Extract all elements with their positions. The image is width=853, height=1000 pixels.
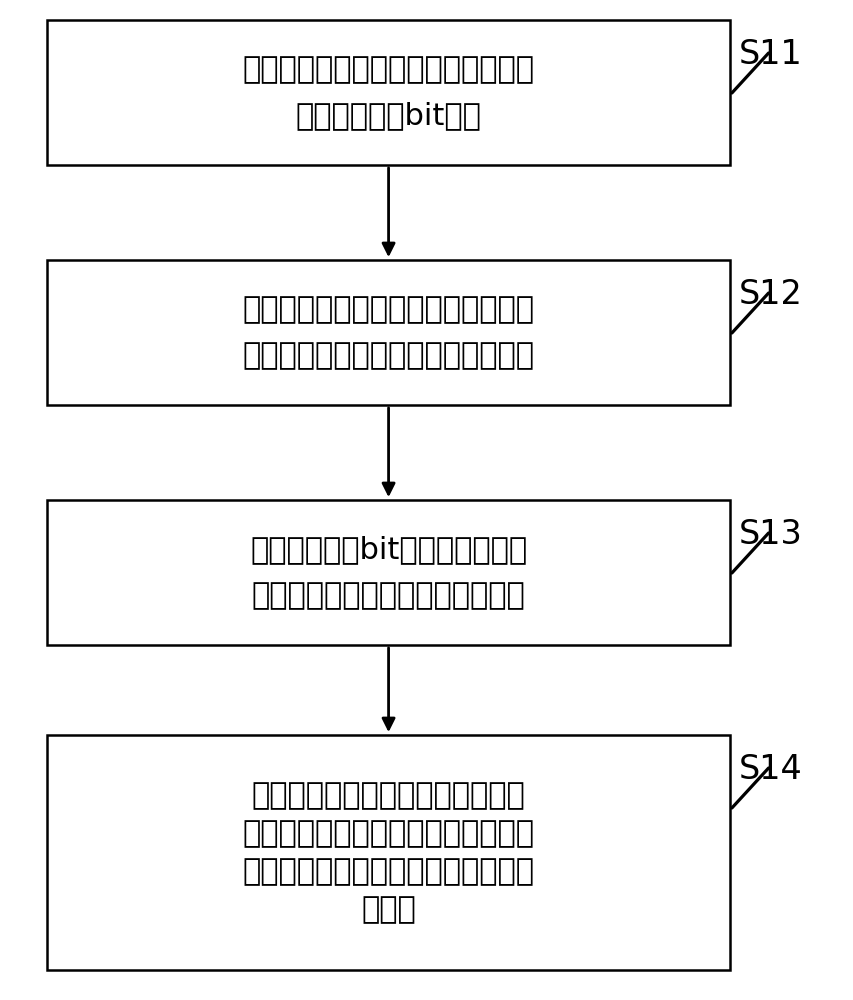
Text: S11: S11: [738, 38, 802, 71]
Text: 应颜色的像素点，并形成对应的多色: 应颜色的像素点，并形成对应的多色: [242, 857, 534, 886]
Text: 的格式要求，转化为相应的编码组: 的格式要求，转化为相应的编码组: [252, 581, 525, 610]
Text: 颜色总数设置每个颜色对应的编码组: 颜色总数设置每个颜色对应的编码组: [242, 341, 534, 370]
Text: S13: S13: [738, 518, 802, 551]
Bar: [47, 20, 729, 165]
Text: S14: S14: [738, 753, 802, 786]
Text: 转化成相应的bit序列: 转化成相应的bit序列: [295, 101, 481, 130]
Bar: [47, 260, 729, 405]
Text: 按照信息储存规则，将待储存的信息: 按照信息储存规则，将待储存的信息: [242, 55, 534, 84]
Bar: [47, 500, 729, 645]
Text: S12: S12: [738, 278, 802, 311]
Text: 将转化得到的编码组，按照预定义: 将转化得到的编码组，按照预定义: [252, 781, 525, 810]
Text: 二维码: 二维码: [361, 895, 415, 924]
Text: 扩充二维码像素点的颜色种类，并按: 扩充二维码像素点的颜色种类，并按: [242, 295, 534, 324]
Bar: [47, 735, 729, 970]
Text: 的编码组与颜色对应规则，转化为相: 的编码组与颜色对应规则，转化为相: [242, 819, 534, 848]
Text: 将转化得到的bit序列按照预定义: 将转化得到的bit序列按照预定义: [250, 535, 526, 564]
